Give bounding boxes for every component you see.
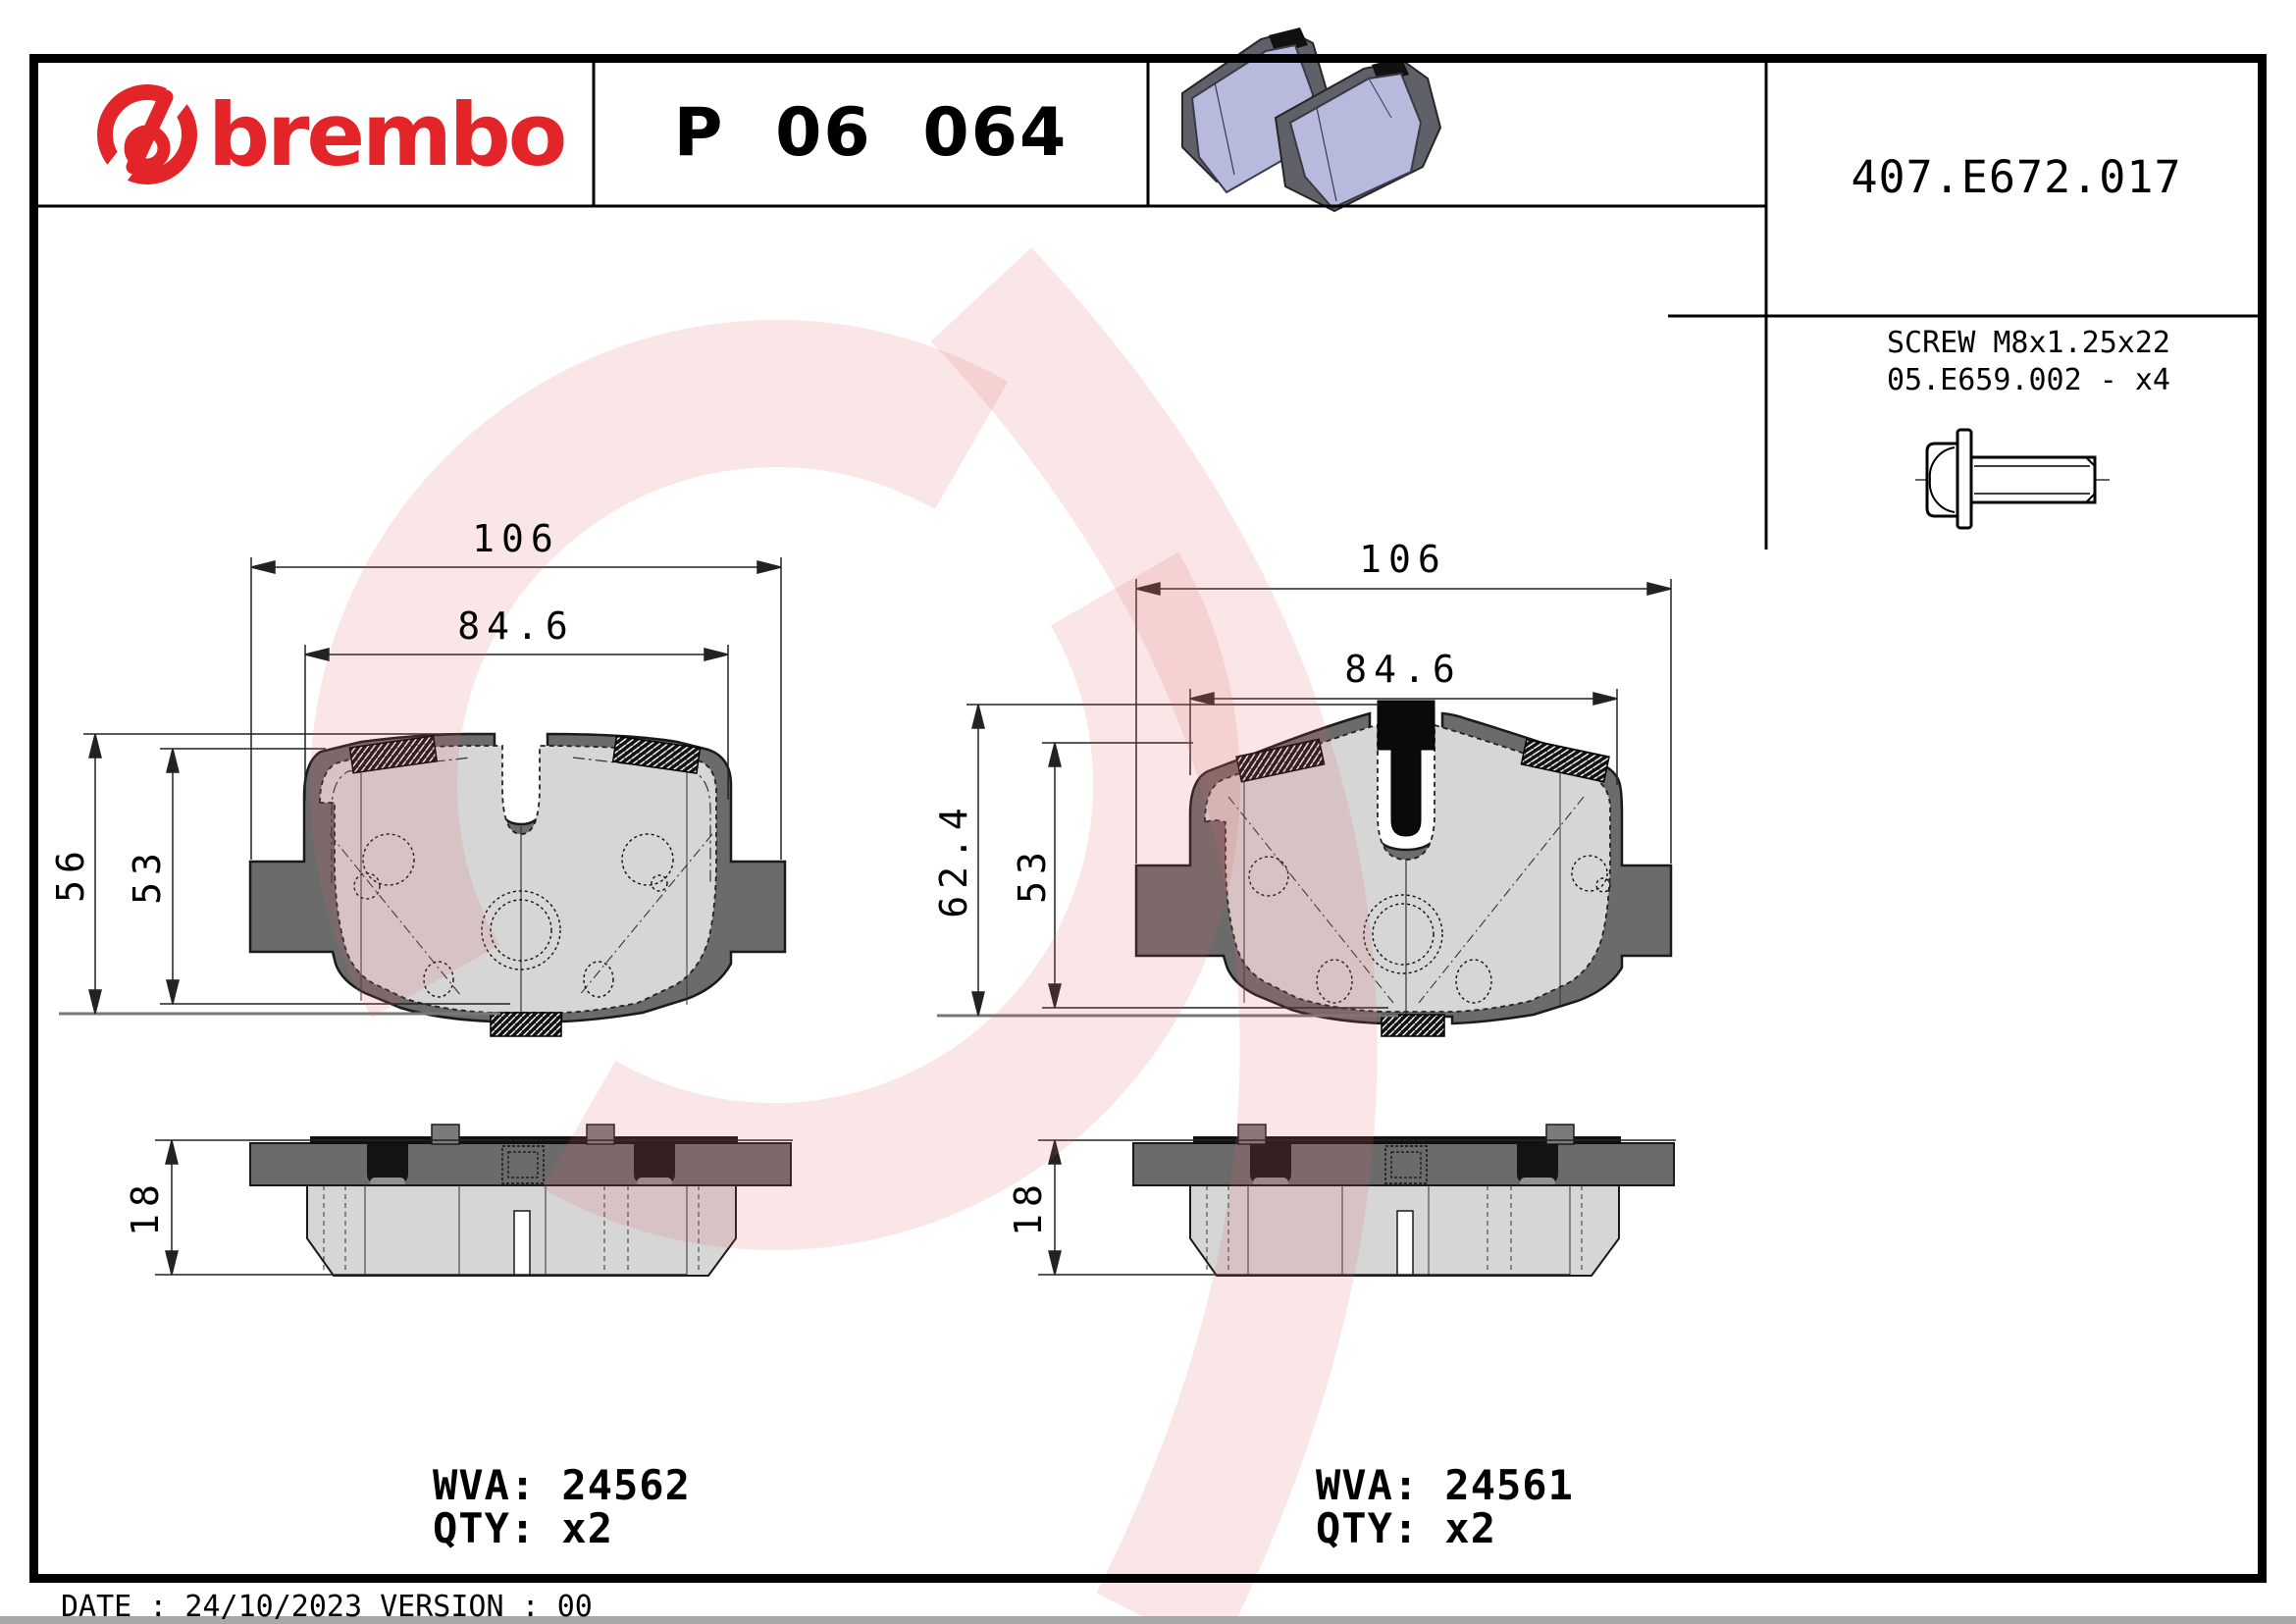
right-dim-height-inner: 53 — [1011, 845, 1054, 904]
right-dim-height-outer: 62.4 — [932, 801, 975, 918]
right-dim-thickness: 18 — [1007, 1178, 1050, 1236]
date-version-line: DATE : 24/10/2023 VERSION : 00 — [61, 1590, 593, 1624]
left-wva-line: WVA: 24562 — [433, 1461, 691, 1509]
left-pad-top-clip-left — [348, 735, 439, 774]
right-pad-dimensions — [937, 579, 1672, 1018]
product-code: P 06 064 — [673, 93, 1069, 172]
left-pad-front-view — [248, 732, 787, 1037]
right-pad-bottom-tab — [1381, 1014, 1445, 1037]
brand-watermark — [310, 247, 1378, 1624]
brembo-logo-icon — [91, 68, 203, 201]
right-pad-top-clip-left — [1235, 738, 1326, 783]
brand-wordmark: brembo — [208, 84, 567, 185]
right-dim-width-outer: 106 — [1359, 538, 1447, 581]
left-dim-width-inner: 84.6 — [457, 604, 575, 648]
right-pad-friction-material — [1204, 723, 1611, 1013]
left-pad-side-view — [249, 1124, 792, 1277]
left-dim-height-outer: 56 — [49, 844, 92, 903]
left-pad-friction-material — [319, 745, 717, 1014]
screw-note-line1: SCREW M8x1.25x22 — [1887, 326, 2170, 360]
left-qty-line: QTY: x2 — [433, 1504, 614, 1552]
bottom-screen-edge — [0, 1616, 2296, 1624]
sheet-frame — [29, 54, 2267, 1583]
left-pad-bottom-tab — [490, 1012, 562, 1037]
brake-pad-3d-render — [1181, 27, 1442, 213]
right-dim-width-inner: 84.6 — [1344, 648, 1462, 691]
left-dim-width-outer: 106 — [472, 517, 560, 560]
left-pad-top-clip-right — [611, 735, 702, 774]
right-qty-line: QTY: x2 — [1316, 1504, 1497, 1552]
right-pad-wear-sensor — [1377, 700, 1435, 837]
right-pad-side-view — [1132, 1124, 1675, 1277]
right-pad-top-clip-right — [1520, 738, 1610, 783]
right-pad-front-view — [1134, 700, 1673, 1037]
screw-note-line2: 05.E659.002 - x4 — [1887, 363, 2170, 397]
reference-number: 407.E672.017 — [1851, 150, 2182, 203]
left-dim-thickness: 18 — [124, 1178, 167, 1236]
left-pad-thickness-dimension — [155, 1139, 793, 1276]
left-pad-dimensions — [59, 557, 782, 1016]
screw-drawing — [1915, 428, 2110, 530]
right-wva-line: WVA: 24561 — [1316, 1461, 1574, 1509]
right-pad-thickness-dimension — [1038, 1139, 1676, 1276]
left-dim-height-inner: 53 — [126, 846, 169, 905]
